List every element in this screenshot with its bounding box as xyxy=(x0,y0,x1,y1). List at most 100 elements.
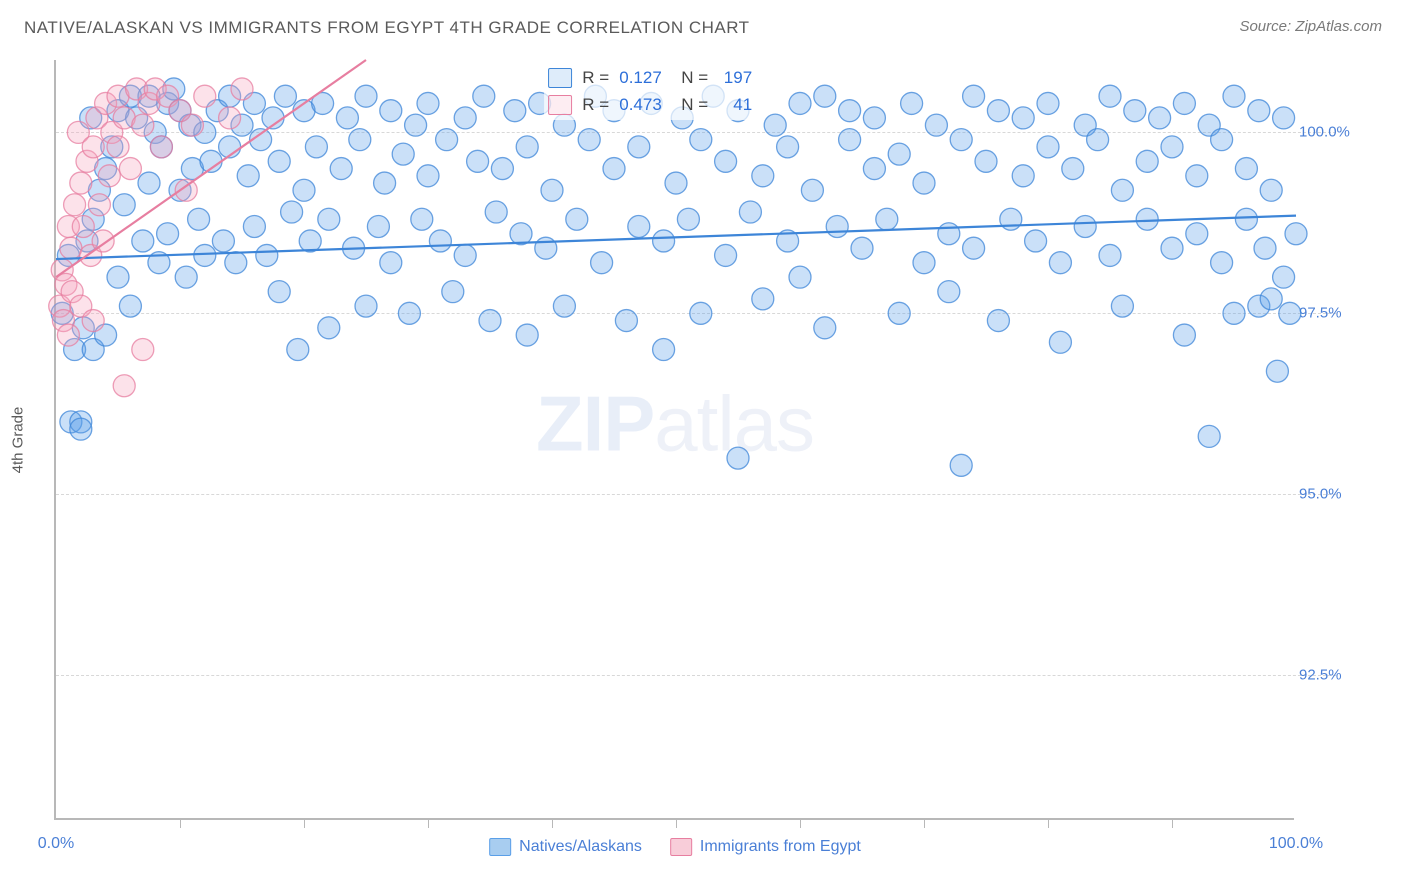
data-point xyxy=(863,107,885,129)
data-point xyxy=(1012,107,1034,129)
data-point xyxy=(1012,165,1034,187)
data-point xyxy=(1037,136,1059,158)
data-point xyxy=(851,237,873,259)
data-point xyxy=(119,295,141,317)
data-point xyxy=(566,208,588,230)
data-point xyxy=(1235,158,1257,180)
xtick xyxy=(180,818,181,828)
data-point xyxy=(1161,237,1183,259)
data-point xyxy=(739,201,761,223)
data-point xyxy=(380,100,402,122)
xtick xyxy=(428,818,429,828)
data-point xyxy=(132,114,154,136)
stats-legend-box: R =0.127N =197R =0.473N =41 xyxy=(544,62,756,120)
data-point xyxy=(516,324,538,346)
data-point xyxy=(72,215,94,237)
data-point xyxy=(299,230,321,252)
data-point xyxy=(454,107,476,129)
xtick xyxy=(1172,818,1173,828)
legend-swatch xyxy=(489,838,511,856)
data-point xyxy=(1211,129,1233,151)
data-point xyxy=(1279,302,1301,324)
data-point xyxy=(628,136,650,158)
data-point xyxy=(268,150,290,172)
data-point xyxy=(975,150,997,172)
data-point xyxy=(1285,223,1307,245)
stat-r-label: R = xyxy=(582,91,609,118)
data-point xyxy=(212,230,234,252)
data-point xyxy=(913,252,935,274)
legend-bottom: Natives/Alaskans Immigrants from Egypt xyxy=(489,838,861,856)
data-point xyxy=(429,230,451,252)
data-point xyxy=(330,158,352,180)
data-point xyxy=(987,310,1009,332)
data-point xyxy=(374,172,396,194)
data-point xyxy=(1260,179,1282,201)
data-point xyxy=(150,136,172,158)
stat-n-value: 41 xyxy=(718,91,752,118)
legend-label: Natives/Alaskans xyxy=(519,838,642,856)
data-point xyxy=(814,85,836,107)
y-axis-label: 4th Grade xyxy=(10,407,27,474)
data-point xyxy=(417,165,439,187)
data-point xyxy=(107,136,129,158)
data-point xyxy=(553,295,575,317)
data-point xyxy=(132,339,154,361)
data-point xyxy=(1254,237,1276,259)
data-point xyxy=(405,114,427,136)
data-point xyxy=(349,129,371,151)
scatter-svg xyxy=(56,60,1296,820)
data-point xyxy=(355,295,377,317)
data-point xyxy=(454,244,476,266)
data-point xyxy=(231,78,253,100)
data-point xyxy=(70,172,92,194)
data-point xyxy=(925,114,947,136)
chart-title: NATIVE/ALASKAN VS IMMIGRANTS FROM EGYPT … xyxy=(24,18,750,38)
data-point xyxy=(1074,215,1096,237)
data-point xyxy=(57,324,79,346)
data-point xyxy=(318,208,340,230)
data-point xyxy=(1186,165,1208,187)
data-point xyxy=(665,172,687,194)
data-point xyxy=(677,208,699,230)
xtick-label: 100.0% xyxy=(1269,835,1323,853)
data-point xyxy=(256,244,278,266)
data-point xyxy=(987,100,1009,122)
data-point xyxy=(963,237,985,259)
data-point xyxy=(119,158,141,180)
data-point xyxy=(1124,100,1146,122)
data-point xyxy=(690,302,712,324)
data-point xyxy=(188,208,210,230)
stat-n-label: N = xyxy=(681,91,708,118)
data-point xyxy=(1186,223,1208,245)
data-point xyxy=(392,143,414,165)
xtick xyxy=(676,818,677,828)
data-point xyxy=(1223,302,1245,324)
data-point xyxy=(398,302,420,324)
data-point xyxy=(1211,252,1233,274)
data-point xyxy=(436,129,458,151)
data-point xyxy=(107,266,129,288)
data-point xyxy=(219,107,241,129)
stats-swatch xyxy=(548,95,572,115)
data-point xyxy=(181,114,203,136)
data-point xyxy=(1136,208,1158,230)
data-point xyxy=(1111,295,1133,317)
ytick-label: 97.5% xyxy=(1299,305,1354,322)
data-point xyxy=(752,165,774,187)
data-point xyxy=(1099,244,1121,266)
data-point xyxy=(1099,85,1121,107)
data-point xyxy=(1235,208,1257,230)
legend-label: Immigrants from Egypt xyxy=(700,838,861,856)
data-point xyxy=(479,310,501,332)
xtick xyxy=(552,818,553,828)
data-point xyxy=(113,194,135,216)
data-point xyxy=(863,158,885,180)
data-point xyxy=(938,281,960,303)
data-point xyxy=(715,150,737,172)
source-attribution: Source: ZipAtlas.com xyxy=(1239,18,1382,35)
data-point xyxy=(132,230,154,252)
data-point xyxy=(355,85,377,107)
data-point xyxy=(243,215,265,237)
data-point xyxy=(318,317,340,339)
